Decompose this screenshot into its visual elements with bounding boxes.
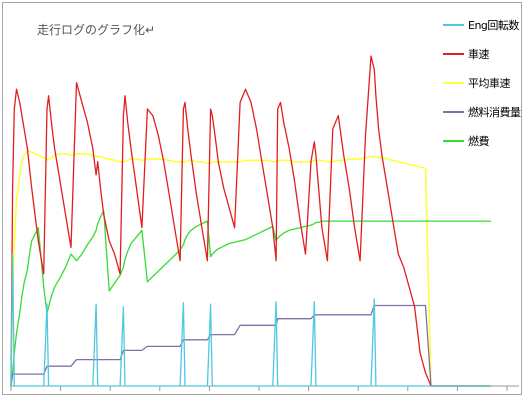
legend-label: 平均車速 <box>468 77 511 90</box>
chart-plot <box>10 55 519 391</box>
legend-label: 燃料消費量 <box>468 106 521 119</box>
legend-item-speed: 車速 <box>443 46 527 75</box>
legend-swatch <box>443 53 464 55</box>
legend-label: 燃費 <box>468 135 490 148</box>
series-line-3 <box>10 304 491 387</box>
series-line-4 <box>10 209 491 387</box>
legend-item-mileage: 燃費 <box>443 133 527 162</box>
chart-title: 走行ログのグラフ化↵ <box>37 23 156 37</box>
legend-swatch <box>443 111 464 113</box>
chart-legend: Eng回転数 車速 平均車速 燃料消費量 燃費 <box>443 17 527 162</box>
series-line-2 <box>10 150 491 387</box>
legend-item-fuel-used: 燃料消費量 <box>443 104 527 133</box>
legend-swatch <box>443 24 464 26</box>
legend-item-avg-speed: 平均車速 <box>443 75 527 104</box>
series-line-1 <box>10 55 491 387</box>
legend-item-eng: Eng回転数 <box>443 17 527 46</box>
legend-label: 車速 <box>468 48 490 61</box>
legend-swatch <box>443 82 464 84</box>
chart-frame: 走行ログのグラフ化↵ Eng回転数 車速 平均車速 燃料消費量 燃費 <box>2 2 522 395</box>
legend-swatch <box>443 140 464 142</box>
series-line-0 <box>10 253 491 387</box>
legend-label: Eng回転数 <box>468 19 519 32</box>
